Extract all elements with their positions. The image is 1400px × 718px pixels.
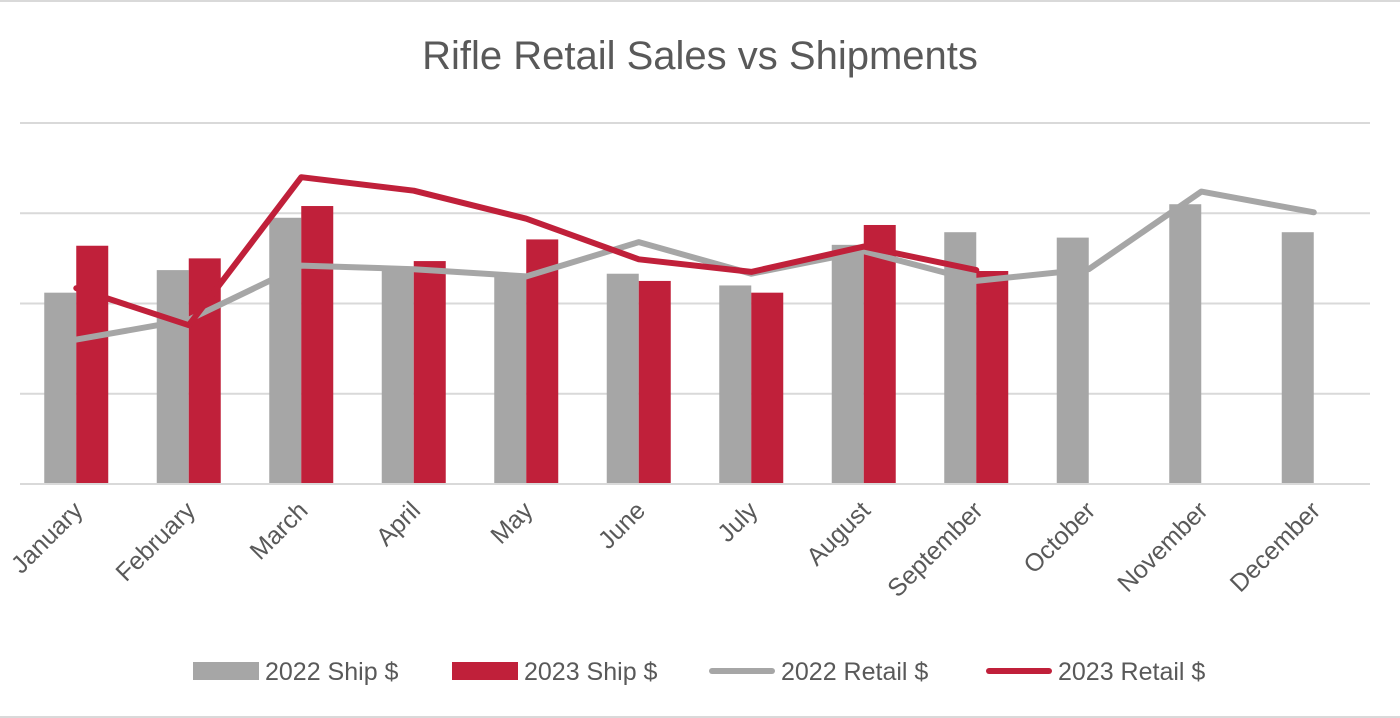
x-tick-label: April	[371, 496, 426, 551]
legend: 2022 Ship $ 2023 Ship $ 2022 Retail $ 2023 …	[193, 658, 1205, 686]
x-tick-label: September	[882, 496, 988, 602]
bar-series2-may	[526, 239, 559, 484]
bar-series1-may	[494, 275, 527, 484]
x-tick-label: July	[712, 496, 764, 548]
bar-series2-june	[638, 280, 671, 484]
bar-series1-december	[1281, 232, 1314, 484]
bar-series1-october	[1056, 237, 1089, 484]
bar-series2-april	[413, 261, 446, 484]
line-series-retail-2022	[73, 188, 1317, 343]
x-tick-label: February	[110, 496, 201, 587]
legend-label-0: 2022 Ship $	[265, 658, 399, 686]
legend-swatch-0	[193, 662, 259, 680]
legend-swatch-1	[452, 662, 518, 680]
bars	[20, 204, 1370, 485]
bar-series2-august	[863, 224, 896, 485]
bar-series1-june	[606, 273, 639, 484]
bar-series2-july	[751, 292, 784, 484]
bar-series1-july	[719, 285, 752, 484]
bar-series2-march	[301, 206, 334, 484]
x-tick-label: June	[593, 496, 651, 554]
bar-series2-september	[976, 271, 1009, 484]
x-tick-label: November	[1112, 496, 1213, 597]
legend-label-3: 2023 Retail $	[1058, 658, 1205, 686]
x-tick-label: May	[485, 496, 539, 550]
legend-label-2: 2022 Retail $	[781, 658, 928, 686]
line-series-retail-2023	[73, 174, 980, 329]
x-axis-ticks: January February March April May June July Augu…	[6, 496, 1326, 603]
bar-series1-april	[381, 266, 414, 484]
chart-title: Rifle Retail Sales vs Shipments	[422, 34, 978, 78]
bar-series1-august	[831, 244, 864, 484]
bar-series1-january	[44, 292, 77, 484]
x-tick-label: January	[6, 496, 89, 579]
bar-series1-november	[1169, 204, 1202, 484]
bar-series1-march	[269, 217, 302, 484]
bar-series2-january	[76, 245, 109, 484]
bar-series1-february	[156, 270, 189, 484]
x-tick-label: October	[1018, 496, 1101, 579]
x-tick-label: December	[1225, 496, 1326, 597]
x-tick-label: August	[801, 496, 876, 571]
lines	[73, 174, 1317, 343]
legend-label-1: 2023 Ship $	[524, 658, 658, 686]
x-tick-label: March	[245, 496, 314, 565]
bar-series2-february	[188, 258, 221, 484]
